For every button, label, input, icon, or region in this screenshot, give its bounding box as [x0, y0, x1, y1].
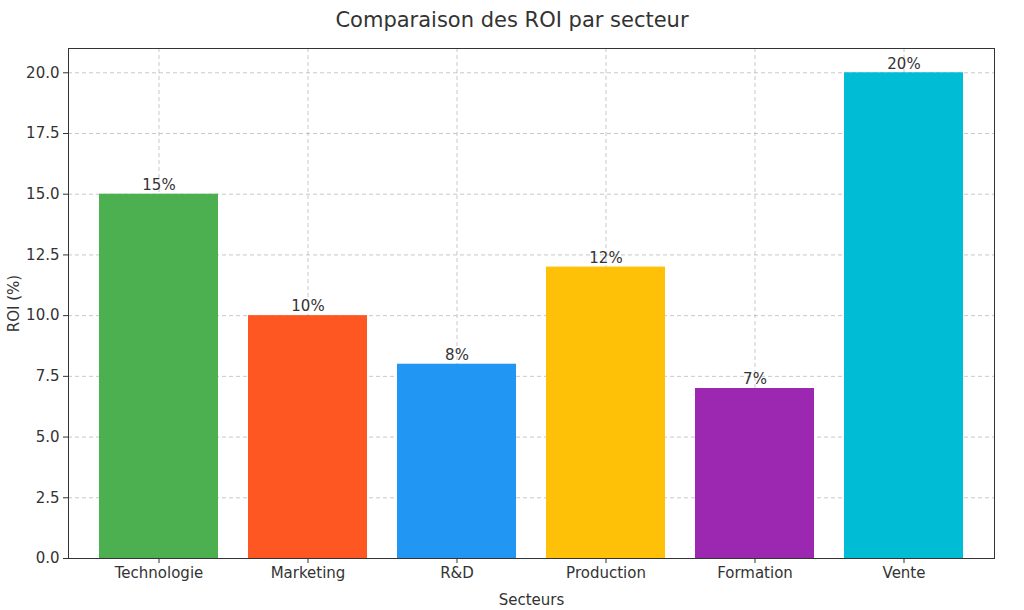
svg-text:7.5: 7.5	[36, 367, 60, 385]
svg-text:12.5: 12.5	[26, 246, 59, 264]
svg-text:Vente: Vente	[883, 564, 926, 582]
svg-text:12%: 12%	[589, 249, 622, 267]
svg-text:Formation: Formation	[717, 564, 793, 582]
html-text:Comparaison des ROI par secteu: Comparaison des ROI par secteur	[335, 8, 689, 32]
svg-text:Production: Production	[566, 564, 646, 582]
svg-text:0.0: 0.0	[36, 549, 60, 567]
svg-text:Secteurs: Secteurs	[499, 591, 565, 609]
svg-text:R&D: R&D	[440, 564, 474, 582]
svg-text:15%: 15%	[142, 176, 175, 194]
svg-text:20.0: 20.0	[26, 64, 59, 82]
svg-text:17.5: 17.5	[26, 124, 59, 142]
svg-text:15.0: 15.0	[26, 185, 59, 203]
svg-text:5.0: 5.0	[36, 428, 60, 446]
svg-text:2.5: 2.5	[36, 489, 60, 507]
svg-text:8%: 8%	[445, 346, 469, 364]
svg-text:Technologie: Technologie	[114, 564, 204, 582]
svg-text:20%: 20%	[887, 55, 920, 73]
svg-text:7%: 7%	[743, 370, 767, 388]
svg-text:Marketing: Marketing	[271, 564, 346, 582]
svg-text:10%: 10%	[291, 297, 324, 315]
svg-text:ROI (%): ROI (%)	[5, 275, 23, 332]
svg-text:10.0: 10.0	[26, 306, 59, 324]
